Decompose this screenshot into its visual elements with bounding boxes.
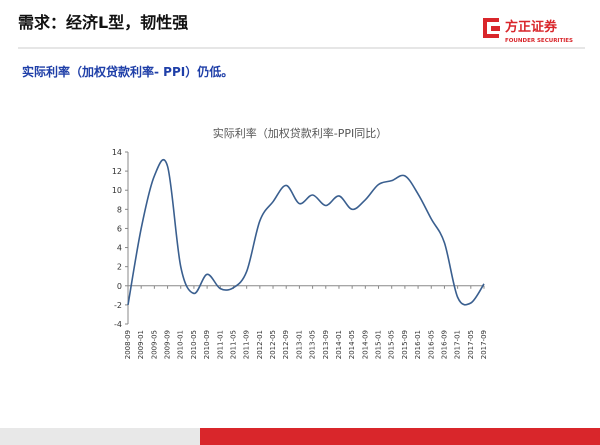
y-tick-label: 6 [117,224,122,233]
chart-title: 实际利率（加权贷款利率-PPI同比） [213,126,387,140]
subtitle: 实际利率（加权贷款利率- PPI）仍低。 [22,64,233,79]
y-tick-label: 8 [117,205,122,214]
x-tick-label: 2014-05 [348,330,356,359]
y-tick-label: -2 [114,301,122,310]
x-tick-label: 2009-01 [137,330,145,359]
x-tick-label: 2011-09 [243,330,251,359]
x-tick-label: 2009-09 [164,330,172,359]
footer-bar [0,428,200,445]
x-tick-label: 2009-05 [150,330,158,359]
x-tick-label: 2016-01 [414,330,422,359]
x-tick-label: 2013-01 [295,330,303,359]
x-tick-label: 2017-05 [467,330,475,359]
plot: -4 -2 0 2 4 6 8 10 12 14 2008-09 2009-01 2009-05 2009… [112,148,488,359]
data-line [127,159,485,306]
x-tick-label: 2015-01 [375,330,383,359]
logo-name: 方正证券 [505,19,558,35]
y-tick-label: 12 [112,167,122,176]
y-tick-label: 14 [112,148,122,157]
logo: 方正证券 FOUNDER SECURITIES [483,18,573,44]
y-tick-label: 4 [117,244,122,253]
x-tick-label: 2015-05 [388,330,396,359]
x-tick-label: 2013-05 [309,330,317,359]
x-tick-label: 2014-01 [335,330,343,359]
x-tick-label: 2011-01 [216,330,224,359]
x-tick-label: 2015-09 [401,330,409,359]
logo-icon [483,18,499,38]
x-tick-label: 2010-01 [177,330,185,359]
x-tick-label: 2016-05 [427,330,435,359]
x-tick-label: 2011-05 [229,330,237,359]
y-tick-label: 10 [112,186,122,195]
x-tick-label: 2008-09 [124,330,132,359]
x-tick-label: 2014-09 [361,330,369,359]
x-tick-label: 2017-01 [454,330,462,359]
x-tick-label: 2012-05 [269,330,277,359]
x-tick-label: 2010-09 [203,330,211,359]
x-tick-label: 2017-09 [480,330,488,359]
x-tick-label: 2013-09 [322,330,330,359]
y-tick-label: 0 [117,282,122,291]
x-tick-label: 2010-05 [190,330,198,359]
x-tick-label: 2012-09 [282,330,290,359]
footer-bar [200,428,600,445]
y-tick-label: -4 [114,320,122,329]
logo-english: FOUNDER SECURITIES [505,38,573,44]
y-tick-label: 2 [117,263,122,272]
x-tick-label: 2016-09 [440,330,448,359]
slide-title: 需求：经济L型，韧性强 [18,13,188,32]
x-tick-label: 2012-01 [256,330,264,359]
logo-icon [491,26,500,31]
